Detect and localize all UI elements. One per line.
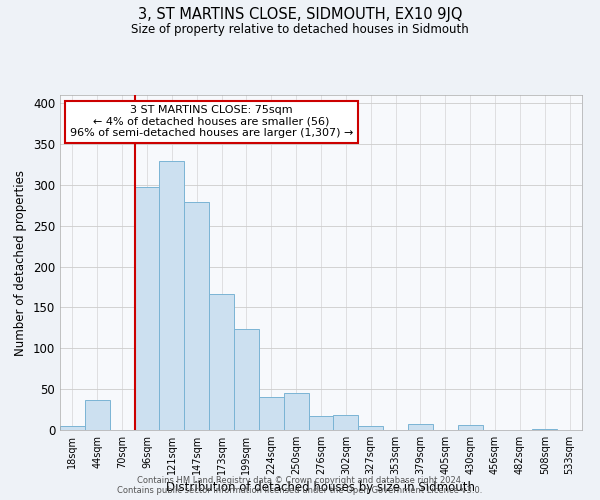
Bar [308, 416, 334, 430]
Bar [284, 393, 308, 430]
Bar [532, 429, 557, 430]
Bar [234, 328, 259, 430]
Bar [259, 396, 284, 430]
Bar [209, 294, 234, 430]
Bar [358, 426, 383, 430]
Bar [408, 424, 433, 430]
Bar [334, 416, 358, 430]
Bar [85, 400, 110, 430]
Text: 3, ST MARTINS CLOSE, SIDMOUTH, EX10 9JQ: 3, ST MARTINS CLOSE, SIDMOUTH, EX10 9JQ [138, 8, 462, 22]
Y-axis label: Number of detached properties: Number of detached properties [14, 170, 28, 356]
Bar [134, 186, 160, 430]
Text: Contains HM Land Registry data © Crown copyright and database right 2024.
Contai: Contains HM Land Registry data © Crown c… [118, 476, 482, 495]
Bar [160, 161, 184, 430]
Text: 3 ST MARTINS CLOSE: 75sqm
← 4% of detached houses are smaller (56)
96% of semi-d: 3 ST MARTINS CLOSE: 75sqm ← 4% of detach… [70, 105, 353, 138]
X-axis label: Distribution of detached houses by size in Sidmouth: Distribution of detached houses by size … [167, 481, 476, 494]
Text: Size of property relative to detached houses in Sidmouth: Size of property relative to detached ho… [131, 22, 469, 36]
Bar [60, 426, 85, 430]
Bar [184, 202, 209, 430]
Bar [458, 425, 482, 430]
